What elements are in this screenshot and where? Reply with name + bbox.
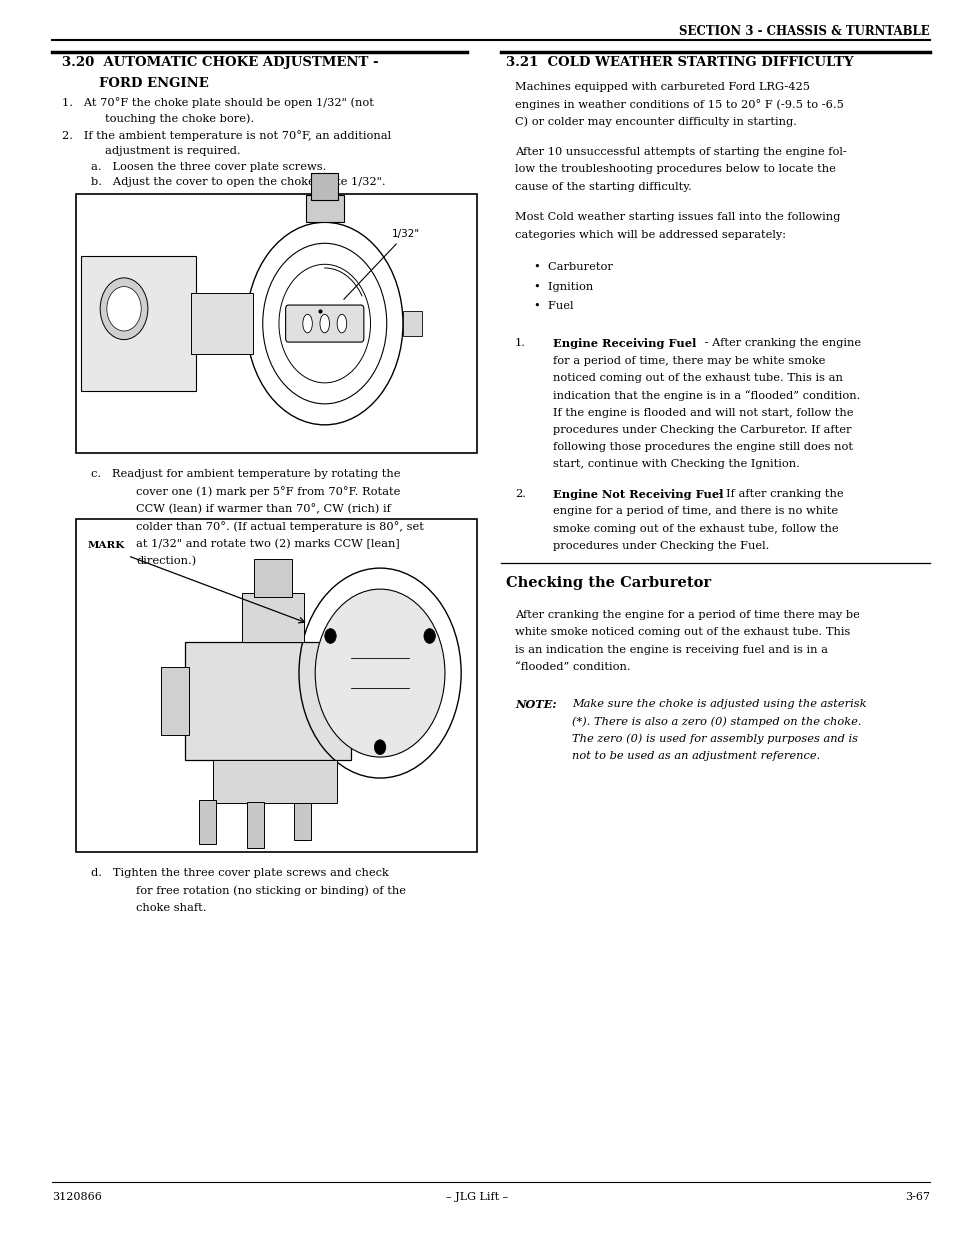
Text: is an indication the engine is receiving fuel and is in a: is an indication the engine is receiving… [515, 645, 827, 655]
Text: Checking the Carburetor: Checking the Carburetor [505, 576, 710, 589]
Text: low the troubleshooting procedures below to locate the: low the troubleshooting procedures below… [515, 164, 835, 174]
Text: •  Ignition: • Ignition [534, 282, 593, 291]
Text: engines in weather conditions of 15 to 20° F (-9.5 to -6.5: engines in weather conditions of 15 to 2… [515, 99, 843, 110]
Text: Make sure the choke is adjusted using the asterisk: Make sure the choke is adjusted using th… [572, 699, 866, 709]
Text: - If after cranking the: - If after cranking the [715, 489, 843, 499]
Text: 3120866: 3120866 [52, 1192, 102, 1202]
Text: •  Fuel: • Fuel [534, 301, 573, 311]
Text: touching the choke bore).: touching the choke bore). [105, 114, 253, 125]
Text: 1/32": 1/32" [343, 230, 419, 299]
Bar [305, 195, 343, 222]
Text: procedures under Checking the Fuel.: procedures under Checking the Fuel. [553, 541, 769, 551]
Text: The zero (0) is used for assembly purposes and is: The zero (0) is used for assembly purpos… [572, 734, 858, 745]
Bar [76, 194, 476, 453]
Text: engine for a period of time, and there is no white: engine for a period of time, and there i… [553, 506, 838, 516]
Text: cover one (1) mark per 5°F from 70°F. Rotate: cover one (1) mark per 5°F from 70°F. Ro… [136, 487, 400, 498]
Text: Engine Receiving Fuel: Engine Receiving Fuel [553, 338, 696, 350]
Text: Most Cold weather starting issues fall into the following: Most Cold weather starting issues fall i… [515, 212, 840, 222]
Text: cause of the starting difficulty.: cause of the starting difficulty. [515, 182, 691, 191]
FancyBboxPatch shape [285, 305, 363, 342]
Text: 3.21  COLD WEATHER STARTING DIFFICULTY: 3.21 COLD WEATHER STARTING DIFFICULTY [505, 56, 852, 69]
Text: procedures under Checking the Carburetor. If after: procedures under Checking the Carburetor… [553, 425, 851, 435]
Text: direction.): direction.) [136, 556, 196, 566]
Text: CCW (lean) if warmer than 70°, CW (rich) if: CCW (lean) if warmer than 70°, CW (rich)… [136, 504, 391, 515]
Text: 2.   If the ambient temperature is not 70°F, an additional: 2. If the ambient temperature is not 70°… [62, 130, 391, 141]
Text: colder than 70°. (If actual temperature is 80°, set: colder than 70°. (If actual temperature … [136, 521, 424, 532]
Circle shape [100, 278, 148, 340]
Text: - After cranking the engine: - After cranking the engine [700, 338, 861, 348]
Text: not to be used as an adjustment reference.: not to be used as an adjustment referenc… [572, 751, 820, 761]
Bar [246, 802, 263, 848]
Bar [213, 760, 336, 803]
Text: at 1/32" and rotate two (2) marks CCW [lean]: at 1/32" and rotate two (2) marks CCW [l… [136, 538, 399, 548]
Text: 3-67: 3-67 [904, 1192, 929, 1202]
Circle shape [324, 629, 335, 643]
Text: 1.: 1. [515, 338, 526, 348]
Bar [198, 800, 215, 844]
Bar [191, 293, 253, 354]
Circle shape [107, 287, 141, 331]
Ellipse shape [336, 315, 346, 333]
Text: white smoke noticed coming out of the exhaust tube. This: white smoke noticed coming out of the ex… [515, 627, 850, 637]
Text: categories which will be addressed separately:: categories which will be addressed separ… [515, 230, 785, 240]
Text: b.   Adjust the cover to open the choke plate 1/32".: b. Adjust the cover to open the choke pl… [91, 177, 385, 186]
Text: choke shaft.: choke shaft. [136, 903, 207, 913]
Bar [160, 667, 189, 735]
Text: NOTE:: NOTE: [515, 699, 557, 710]
Text: (*). There is also a zero (0) stamped on the choke.: (*). There is also a zero (0) stamped on… [572, 716, 861, 727]
Ellipse shape [302, 315, 312, 333]
Text: 1.   At 70°F the choke plate should be open 1/32" (not: 1. At 70°F the choke plate should be ope… [62, 98, 374, 109]
Text: for free rotation (no sticking or binding) of the: for free rotation (no sticking or bindin… [136, 885, 406, 897]
Text: d.   Tighten the three cover plate screws and check: d. Tighten the three cover plate screws … [91, 868, 388, 878]
Bar [253, 559, 292, 597]
Bar [184, 642, 351, 760]
Text: a.   Loosen the three cover plate screws.: a. Loosen the three cover plate screws. [91, 162, 326, 172]
Circle shape [423, 629, 435, 643]
Text: “flooded” condition.: “flooded” condition. [515, 662, 630, 672]
Text: noticed coming out of the exhaust tube. This is an: noticed coming out of the exhaust tube. … [553, 373, 842, 383]
Bar [241, 593, 303, 642]
Text: following those procedures the engine still does not: following those procedures the engine st… [553, 442, 852, 452]
Bar [402, 311, 421, 336]
Text: adjustment is required.: adjustment is required. [105, 146, 240, 156]
Text: start, continue with Checking the Ignition.: start, continue with Checking the Igniti… [553, 459, 800, 469]
Text: After cranking the engine for a period of time there may be: After cranking the engine for a period o… [515, 610, 860, 620]
Bar [311, 173, 337, 200]
Text: •  Carburetor: • Carburetor [534, 262, 613, 272]
Circle shape [314, 589, 444, 757]
Text: c.   Readjust for ambient temperature by rotating the: c. Readjust for ambient temperature by r… [91, 469, 399, 479]
Text: indication that the engine is in a “flooded” condition.: indication that the engine is in a “floo… [553, 390, 860, 401]
Text: If the engine is flooded and will not start, follow the: If the engine is flooded and will not st… [553, 408, 853, 417]
Text: 3.20  AUTOMATIC CHOKE ADJUSTMENT -: 3.20 AUTOMATIC CHOKE ADJUSTMENT - [62, 56, 378, 69]
Text: for a period of time, there may be white smoke: for a period of time, there may be white… [553, 356, 825, 366]
Bar [294, 803, 311, 840]
Bar [81, 256, 195, 391]
Text: 2.: 2. [515, 489, 526, 499]
Text: smoke coming out of the exhaust tube, follow the: smoke coming out of the exhaust tube, fo… [553, 524, 838, 534]
Text: C) or colder may encounter difficulty in starting.: C) or colder may encounter difficulty in… [515, 116, 797, 127]
Ellipse shape [319, 315, 329, 333]
Text: After 10 unsuccessful attempts of starting the engine fol-: After 10 unsuccessful attempts of starti… [515, 147, 846, 157]
Text: – JLG Lift –: – JLG Lift – [445, 1192, 508, 1202]
Text: FORD ENGINE: FORD ENGINE [62, 77, 209, 90]
Text: Engine Not Receiving Fuel: Engine Not Receiving Fuel [553, 489, 723, 500]
Text: MARK: MARK [88, 541, 125, 550]
Bar [76, 519, 476, 852]
Circle shape [374, 740, 385, 755]
Text: SECTION 3 - CHASSIS & TURNTABLE: SECTION 3 - CHASSIS & TURNTABLE [679, 25, 929, 38]
Text: Machines equipped with carbureted Ford LRG-425: Machines equipped with carbureted Ford L… [515, 82, 809, 91]
